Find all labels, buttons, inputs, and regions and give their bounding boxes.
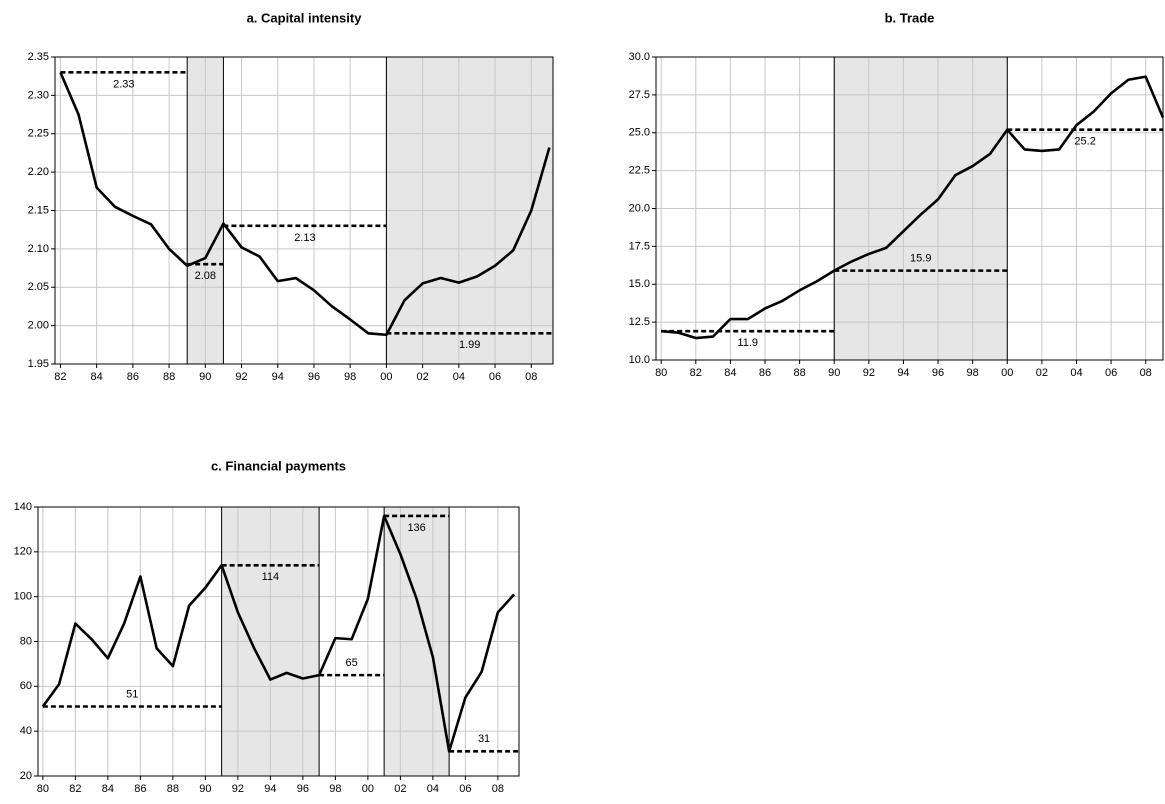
x-tick-label: 92	[863, 367, 875, 379]
data-line	[661, 75, 1165, 340]
y-tick-label: 25.0	[629, 127, 650, 139]
x-tick-label: 94	[897, 367, 909, 379]
y-tick-label: 2.35	[28, 51, 49, 63]
y-tick-label: 22.5	[629, 165, 650, 177]
data-line	[59, 71, 551, 337]
y-tick-label: 27.5	[629, 89, 650, 101]
y-tick-label: 80	[20, 635, 32, 647]
y-tick-label: 140	[14, 501, 32, 513]
mean-label: 31	[478, 733, 490, 745]
x-tick-label: 86	[127, 371, 139, 383]
x-tick-label: 82	[690, 367, 702, 379]
x-tick-label: 86	[134, 783, 146, 795]
chart-title: a. Capital intensity	[247, 10, 363, 25]
x-tick-label: 92	[235, 371, 247, 383]
x-tick-label: 82	[69, 783, 81, 795]
x-tick-label: 00	[362, 783, 374, 795]
x-tick-label: 86	[759, 367, 771, 379]
x-tick-label: 08	[525, 371, 537, 383]
x-tick-label: 06	[1105, 367, 1117, 379]
x-tick-label: 82	[54, 371, 66, 383]
x-tick-label: 98	[344, 371, 356, 383]
mean-label: 2.08	[195, 270, 216, 282]
x-tick-label: 96	[932, 367, 944, 379]
x-tick-label: 84	[91, 371, 103, 383]
y-tick-label: 1.95	[28, 358, 49, 370]
x-tick-label: 88	[167, 783, 179, 795]
x-tick-label: 94	[272, 371, 284, 383]
y-tick-label: 100	[14, 591, 32, 603]
x-tick-label: 02	[416, 371, 428, 383]
y-tick-label: 30.0	[629, 51, 650, 63]
mean-label: 2.33	[113, 78, 134, 90]
mean-label: 2.13	[294, 232, 315, 244]
x-tick-label: 94	[264, 783, 276, 795]
data-line	[41, 514, 516, 753]
y-tick-label: 20.0	[629, 202, 650, 214]
chart-title: b. Trade	[885, 10, 935, 25]
y-tick-label: 2.30	[28, 89, 49, 101]
mean-label: 25.2	[1074, 136, 1095, 148]
y-tick-label: 2.20	[28, 166, 49, 178]
y-tick-label: 2.25	[28, 128, 49, 140]
x-tick-label: 90	[199, 783, 211, 795]
y-tick-label: 60	[20, 680, 32, 692]
x-tick-label: 04	[1070, 367, 1082, 379]
y-tick-label: 2.05	[28, 281, 49, 293]
mean-label: 51	[126, 688, 138, 700]
y-tick-label: 120	[14, 546, 32, 558]
x-tick-label: 88	[163, 371, 175, 383]
x-tick-label: 06	[459, 783, 471, 795]
x-tick-label: 00	[380, 371, 392, 383]
x-tick-label: 80	[37, 783, 49, 795]
x-tick-label: 04	[427, 783, 439, 795]
x-tick-label: 04	[453, 371, 465, 383]
x-tick-label: 02	[1036, 367, 1048, 379]
x-tick-label: 02	[394, 783, 406, 795]
x-tick-label: 06	[489, 371, 501, 383]
x-tick-label: 90	[199, 371, 211, 383]
x-tick-label: 08	[492, 783, 504, 795]
x-tick-label: 98	[967, 367, 979, 379]
chart-title: c. Financial payments	[211, 458, 346, 473]
y-tick-label: 20	[20, 770, 32, 782]
y-tick-label: 15.0	[629, 278, 650, 290]
x-tick-label: 84	[102, 783, 114, 795]
x-tick-label: 92	[232, 783, 244, 795]
mean-label: 136	[407, 522, 425, 534]
mean-label: 65	[346, 657, 358, 669]
y-tick-label: 40	[20, 725, 32, 737]
x-tick-label: 84	[724, 367, 736, 379]
x-tick-label: 00	[1001, 367, 1013, 379]
mean-label: 15.9	[910, 253, 931, 265]
y-tick-label: 17.5	[629, 240, 650, 252]
mean-label: 114	[262, 571, 280, 583]
x-tick-label: 98	[329, 783, 341, 795]
x-tick-label: 96	[308, 371, 320, 383]
mean-label: 1.99	[459, 339, 480, 351]
y-tick-label: 2.00	[28, 320, 49, 332]
x-tick-label: 08	[1140, 367, 1152, 379]
x-tick-label: 88	[793, 367, 805, 379]
y-tick-label: 2.15	[28, 204, 49, 216]
x-tick-label: 96	[297, 783, 309, 795]
x-tick-label: 90	[828, 367, 840, 379]
x-tick-label: 80	[655, 367, 667, 379]
y-tick-label: 12.5	[629, 316, 650, 328]
mean-label: 11.9	[737, 337, 758, 349]
y-tick-label: 2.10	[28, 243, 49, 255]
y-tick-label: 10.0	[629, 354, 650, 366]
